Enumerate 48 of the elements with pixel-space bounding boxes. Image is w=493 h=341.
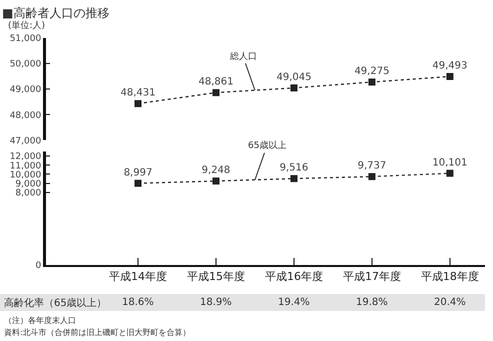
data-label: 48,861	[198, 76, 234, 88]
y-tick-label: 11,000	[10, 161, 42, 172]
point	[368, 173, 376, 180]
text: 19.4%	[278, 297, 310, 308]
chart-title: ■高齢者人口の推移	[2, 6, 110, 20]
point	[446, 170, 454, 177]
data-label: 10,101	[432, 157, 468, 168]
y-tick-label: 0	[35, 261, 42, 272]
data-label: 9,516	[280, 162, 308, 174]
text: 20.4%	[434, 297, 466, 308]
x-tick-label: 平成17年度	[342, 270, 401, 284]
text: 18.6%	[122, 297, 154, 308]
x-tick-label: 平成18年度	[420, 270, 479, 284]
y-tick-label: 48,000	[10, 110, 42, 121]
point	[446, 72, 454, 80]
point	[290, 84, 298, 92]
point	[290, 175, 298, 182]
data-label: 49,045	[276, 72, 312, 84]
data-label: 49,275	[354, 66, 390, 78]
point	[134, 100, 142, 108]
point	[212, 178, 220, 185]
y-axis-title: (単位:人)	[8, 20, 46, 31]
y-tick-label: 51,000	[10, 34, 42, 44]
y-tick-label: 12,000	[10, 152, 42, 162]
y-tick-label: 10,000	[10, 170, 42, 180]
y-tick-label: 9,000	[15, 179, 42, 190]
x-tick-label: 平成14年度	[109, 270, 168, 284]
text: （注）各年度末人口	[4, 316, 76, 325]
data-label: 49,493	[432, 60, 468, 72]
text: 65歳以上	[248, 140, 286, 151]
text: 総人口	[229, 51, 257, 62]
point	[134, 180, 142, 187]
y-tick-label: 49,000	[10, 85, 42, 96]
y-tick-label: 8,000	[15, 188, 42, 199]
data-label: 9,737	[358, 160, 386, 172]
x-tick-label: 平成16年度	[264, 270, 323, 284]
data-label: 9,248	[202, 165, 230, 176]
text: 19.8%	[356, 297, 388, 308]
text: 資料:北斗市（合併前は旧上磯町と旧大野町を合算）	[4, 328, 191, 337]
x-tick-label: 平成15年度	[186, 270, 245, 284]
y-tick-label: 47,000	[10, 136, 42, 146]
point	[368, 78, 376, 86]
text: 18.9%	[200, 297, 232, 308]
text: 高齢化率（65歳以上）	[4, 297, 107, 309]
data-label: 48,431	[120, 88, 156, 99]
data-label: 8,997	[124, 167, 152, 178]
point	[212, 89, 220, 96]
y-tick-label: 50,000	[10, 60, 42, 70]
